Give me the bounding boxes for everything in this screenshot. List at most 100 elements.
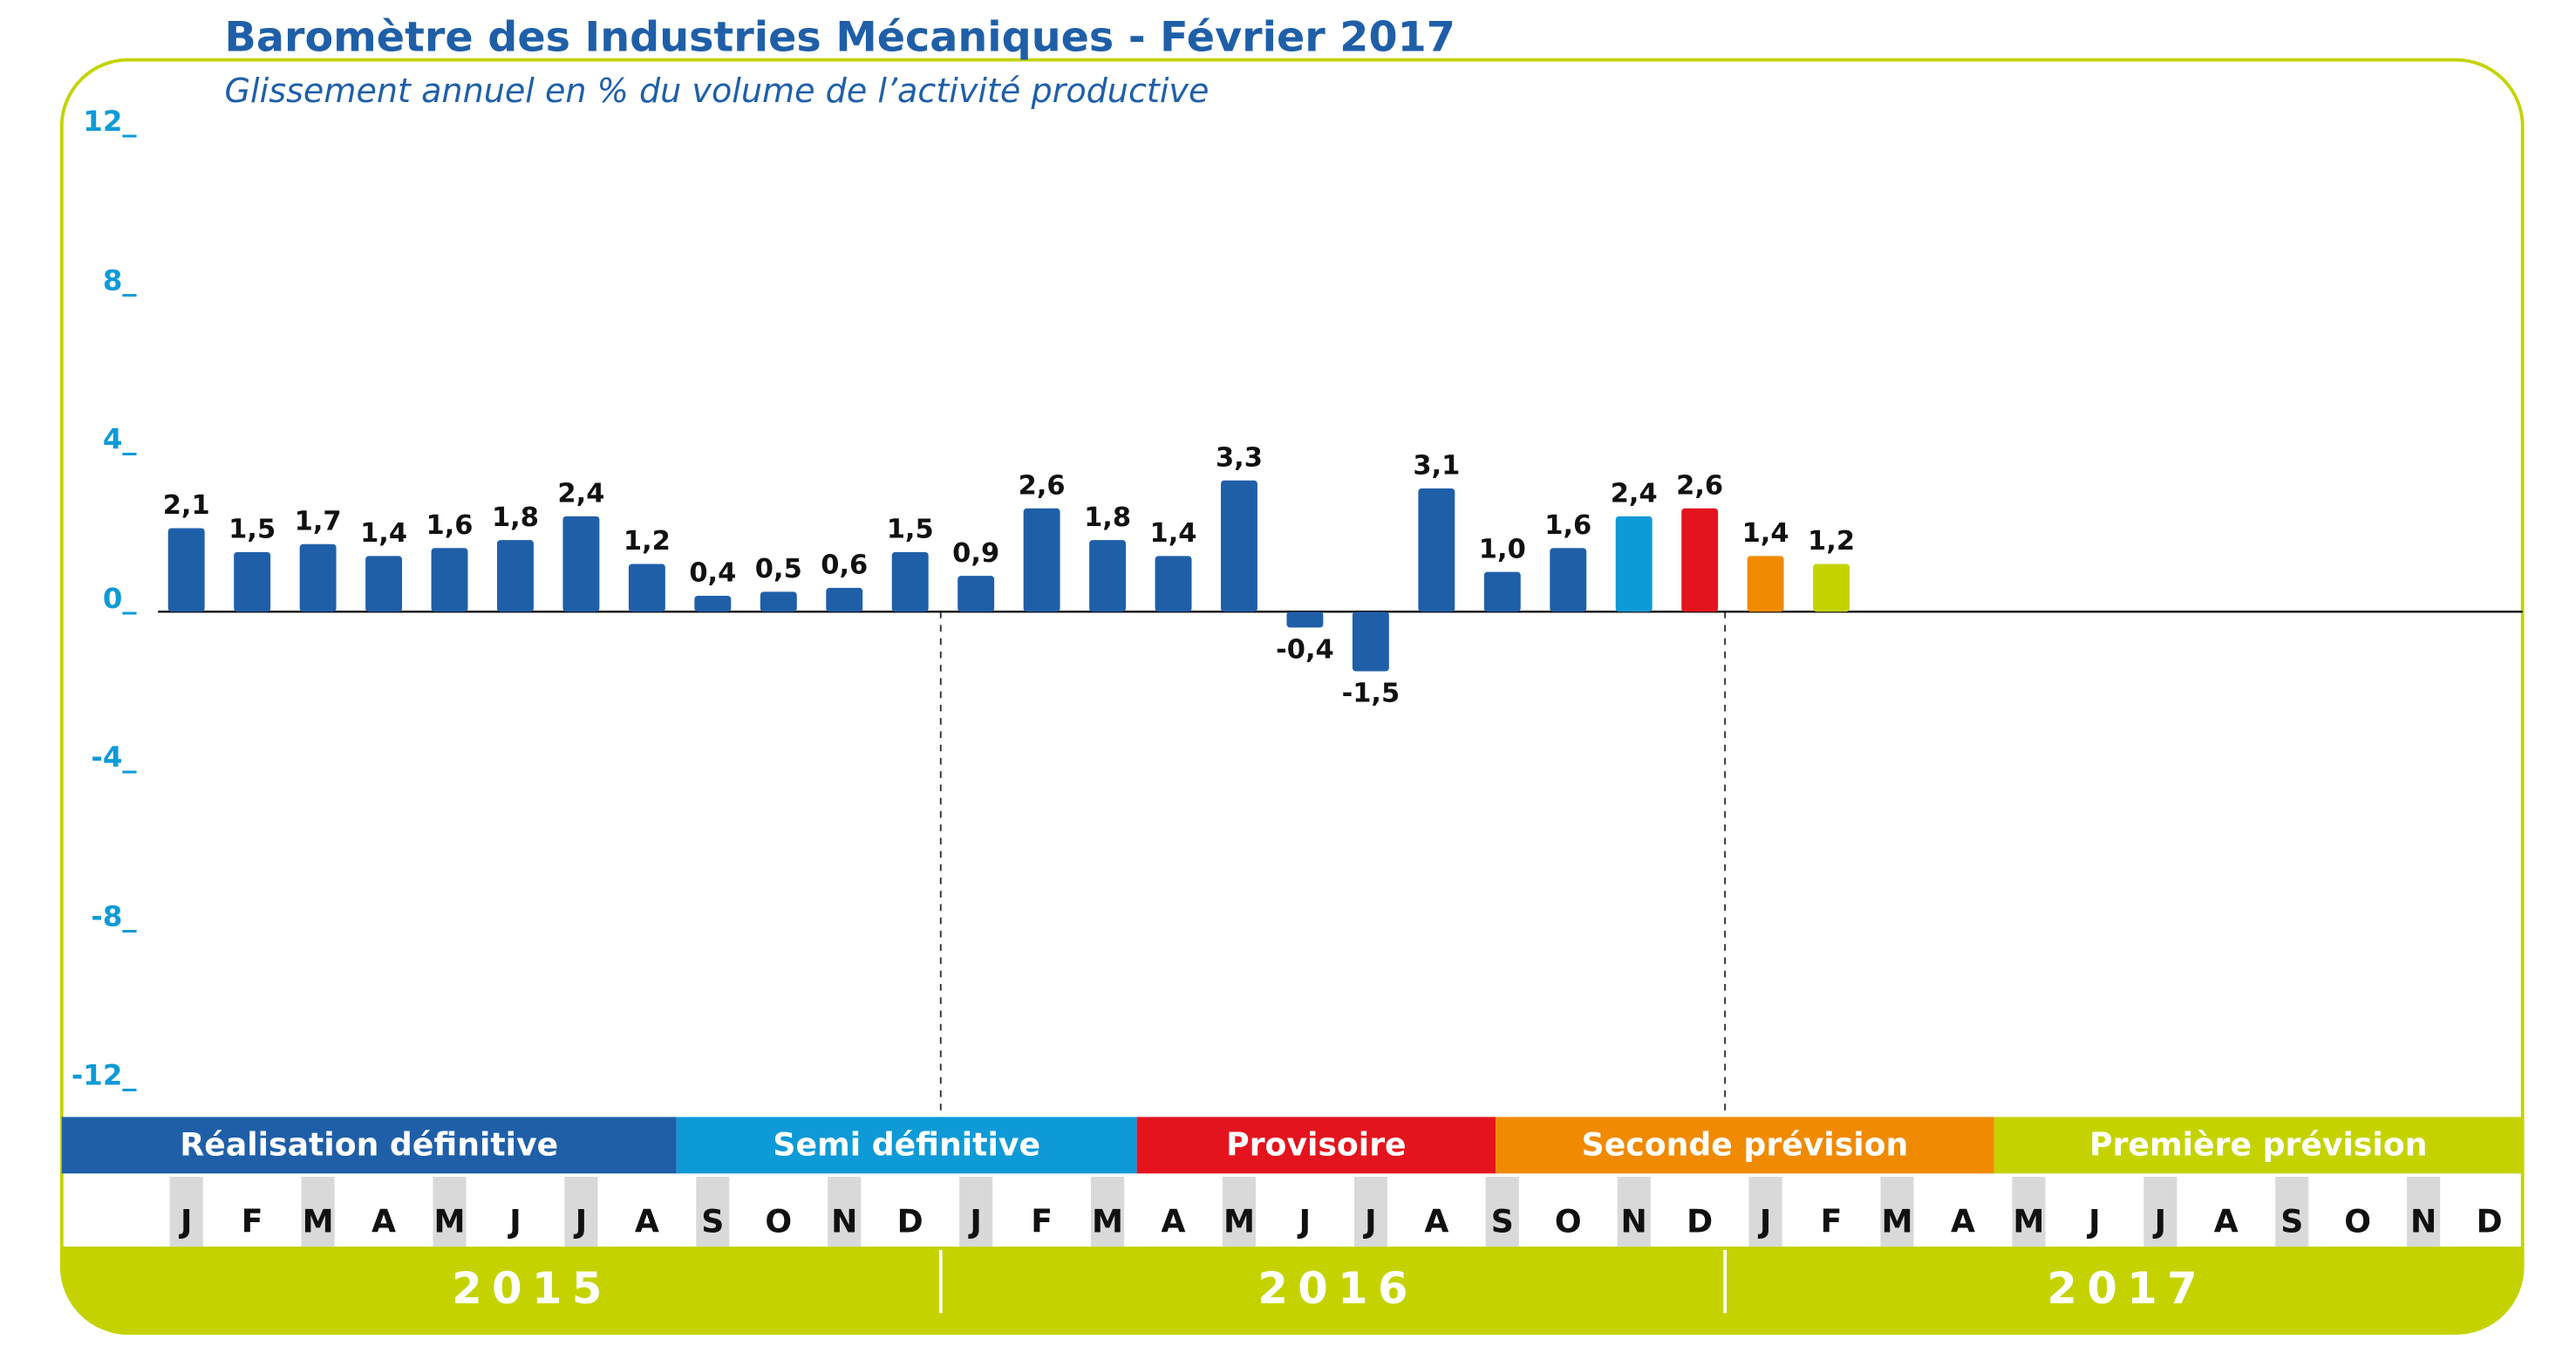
month-shade — [564, 1177, 598, 1247]
value-label: 0,6 — [821, 550, 868, 581]
x-tick-label: J — [2152, 1202, 2166, 1240]
bar — [299, 543, 337, 612]
month-shade — [1353, 1177, 1387, 1247]
value-label: 1,4 — [1742, 518, 1789, 549]
month-shade — [2407, 1177, 2441, 1247]
x-tick-label: S — [701, 1202, 724, 1240]
bar — [628, 564, 665, 612]
phase-band — [1136, 1117, 1496, 1174]
x-tick-label: A — [1951, 1202, 1975, 1240]
month-shade — [696, 1177, 730, 1247]
value-label: 2,6 — [1676, 470, 1723, 501]
y-tick-label: -4_ — [91, 741, 137, 774]
phase-band — [61, 1117, 677, 1174]
x-tick-label: N — [2410, 1202, 2436, 1240]
phase-label: Seconde prévision — [1582, 1126, 1909, 1164]
x-tick-label: J — [1297, 1202, 1311, 1240]
x-tick-label: J — [1362, 1202, 1376, 1240]
bar — [167, 528, 205, 612]
x-tick-label: A — [1424, 1202, 1448, 1240]
value-label: 1,5 — [228, 515, 276, 545]
value-label: -1,5 — [1342, 679, 1400, 709]
month-shade — [2275, 1177, 2309, 1247]
bar — [1221, 480, 1257, 612]
bar — [1155, 556, 1192, 612]
x-tick-label: A — [1162, 1202, 1186, 1240]
y-tick-label: 12_ — [83, 105, 137, 138]
x-tick-label: F — [242, 1202, 263, 1240]
month-shade — [1091, 1177, 1125, 1247]
bar — [1286, 612, 1324, 628]
value-label: 1,0 — [1479, 534, 1526, 564]
value-label: 2,4 — [557, 479, 604, 509]
year-label: 2016 — [1257, 1263, 1418, 1314]
month-shade — [1617, 1177, 1651, 1247]
x-tick-label: N — [1621, 1202, 1647, 1240]
x-tick-label: A — [371, 1202, 396, 1240]
x-tick-label: J — [573, 1202, 587, 1240]
x-tick-label: F — [1031, 1202, 1053, 1240]
bar — [1089, 540, 1127, 612]
value-label: 1,7 — [295, 506, 342, 536]
phase-label: Semi définitive — [773, 1126, 1040, 1164]
value-label: 1,2 — [1808, 526, 1855, 557]
x-tick-label: J — [178, 1202, 192, 1240]
value-label: -0,4 — [1276, 635, 1334, 666]
value-label: 0,5 — [755, 554, 802, 584]
phase-band — [1993, 1117, 2523, 1174]
bar — [365, 556, 403, 612]
phase-band — [1496, 1117, 1994, 1174]
x-tick-label: F — [1821, 1202, 1843, 1240]
value-label: 3,3 — [1216, 443, 1263, 474]
bar — [1615, 516, 1653, 612]
bar — [760, 591, 797, 612]
year-label: 2017 — [2047, 1263, 2207, 1314]
x-tick-label: S — [2280, 1202, 2303, 1240]
x-tick-label: M — [303, 1202, 334, 1240]
bar — [1747, 556, 1784, 612]
x-tick-label: J — [507, 1202, 521, 1240]
year-band — [61, 1247, 2523, 1334]
phase-label: Réalisation définitive — [180, 1126, 558, 1164]
bar — [957, 576, 995, 612]
bar — [891, 551, 929, 612]
x-tick-label: M — [1092, 1202, 1123, 1240]
bar — [1483, 571, 1521, 612]
month-shade — [301, 1177, 335, 1247]
bar — [826, 587, 863, 612]
x-tick-label: D — [1687, 1202, 1713, 1240]
bar — [431, 548, 468, 612]
x-tick-label: O — [765, 1202, 792, 1240]
month-shade — [2143, 1177, 2177, 1247]
x-tick-label: J — [967, 1202, 981, 1240]
value-label: 1,6 — [1544, 510, 1591, 541]
value-label: 1,5 — [887, 515, 934, 545]
bar — [694, 595, 732, 612]
value-label: 1,4 — [1150, 518, 1197, 549]
value-label: 3,1 — [1413, 451, 1460, 482]
month-shade — [1748, 1177, 1782, 1247]
y-tick-label: -12_ — [72, 1059, 137, 1092]
bar — [1550, 548, 1587, 612]
phase-label: Provisoire — [1226, 1126, 1406, 1164]
x-tick-label: D — [2477, 1202, 2503, 1240]
value-label: 0,9 — [952, 538, 999, 569]
x-tick-label: O — [2344, 1202, 2371, 1240]
y-tick-label: 8_ — [103, 263, 138, 297]
value-label: 1,8 — [492, 502, 539, 533]
x-tick-label: M — [2013, 1202, 2044, 1240]
month-shade — [169, 1177, 203, 1247]
value-label: 1,4 — [360, 518, 407, 549]
x-tick-label: M — [434, 1202, 466, 1240]
y-tick-label: -8_ — [91, 899, 137, 933]
y-tick-label: 4_ — [103, 423, 138, 456]
bar — [497, 540, 534, 612]
value-label: 1,6 — [426, 510, 474, 541]
month-shade — [828, 1177, 862, 1247]
value-label: 2,1 — [163, 490, 210, 521]
x-tick-label: M — [1882, 1202, 1913, 1240]
month-shade — [959, 1177, 993, 1247]
x-tick-label: A — [635, 1202, 659, 1240]
month-shade — [433, 1177, 467, 1247]
phase-label: Première prévision — [2089, 1126, 2427, 1164]
